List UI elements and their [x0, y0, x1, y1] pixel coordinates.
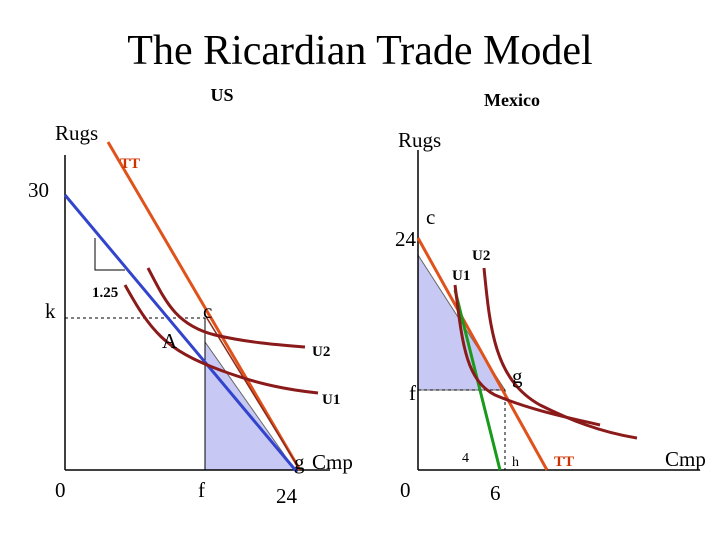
slope-label: 1.25 — [92, 285, 118, 301]
h-label: h — [512, 455, 519, 470]
intercept-label: 30 — [28, 178, 49, 202]
axis-label: Cmp — [312, 450, 353, 474]
tt-label: TT — [120, 156, 140, 172]
tt-label: TT — [554, 454, 574, 470]
tick-label: 4 — [462, 451, 469, 466]
curve-label: U1 — [452, 268, 470, 284]
tt-line-inner — [204, 314, 301, 471]
us-panel: US Rugs TT 30 1.25 k c A U2 U1 g Cmp 0 f… — [28, 85, 353, 508]
point-label: g — [294, 450, 305, 474]
origin-label: 0 — [55, 478, 66, 502]
intercept-label: 6 — [490, 481, 501, 505]
ppf-line — [63, 194, 299, 473]
tt-line — [416, 237, 549, 471]
point-label: g — [512, 364, 523, 388]
axis-label: Rugs — [55, 121, 98, 145]
point-label: A — [162, 329, 178, 353]
slope-triangle — [94, 238, 125, 271]
mexico-panel: Mexico Rugs 24 c U2 U1 f g 4 h TT Cmp 0 … — [395, 90, 706, 505]
u1-curve — [453, 284, 601, 427]
heading: Mexico — [484, 90, 540, 110]
curve-label: U1 — [322, 392, 340, 408]
u2-curve — [146, 267, 306, 349]
intercept-label: 24 — [395, 227, 417, 251]
axis-label: Rugs — [398, 128, 441, 152]
curve-label: U2 — [472, 248, 490, 264]
k-label: k — [45, 299, 56, 323]
f-label: f — [198, 478, 205, 502]
title: The Ricardian Trade Model — [127, 28, 592, 74]
point-label: c — [203, 299, 212, 323]
point-label: c — [426, 205, 435, 229]
heading: US — [210, 85, 233, 105]
intercept-label: 24 — [276, 484, 298, 508]
u2-curve — [482, 267, 638, 440]
f-label: f — [409, 381, 416, 405]
tt-line — [106, 141, 302, 471]
curve-label: U2 — [312, 344, 330, 360]
u1-curve — [123, 284, 319, 395]
origin-label: 0 — [400, 478, 411, 502]
axis-label: Cmp — [665, 447, 706, 471]
